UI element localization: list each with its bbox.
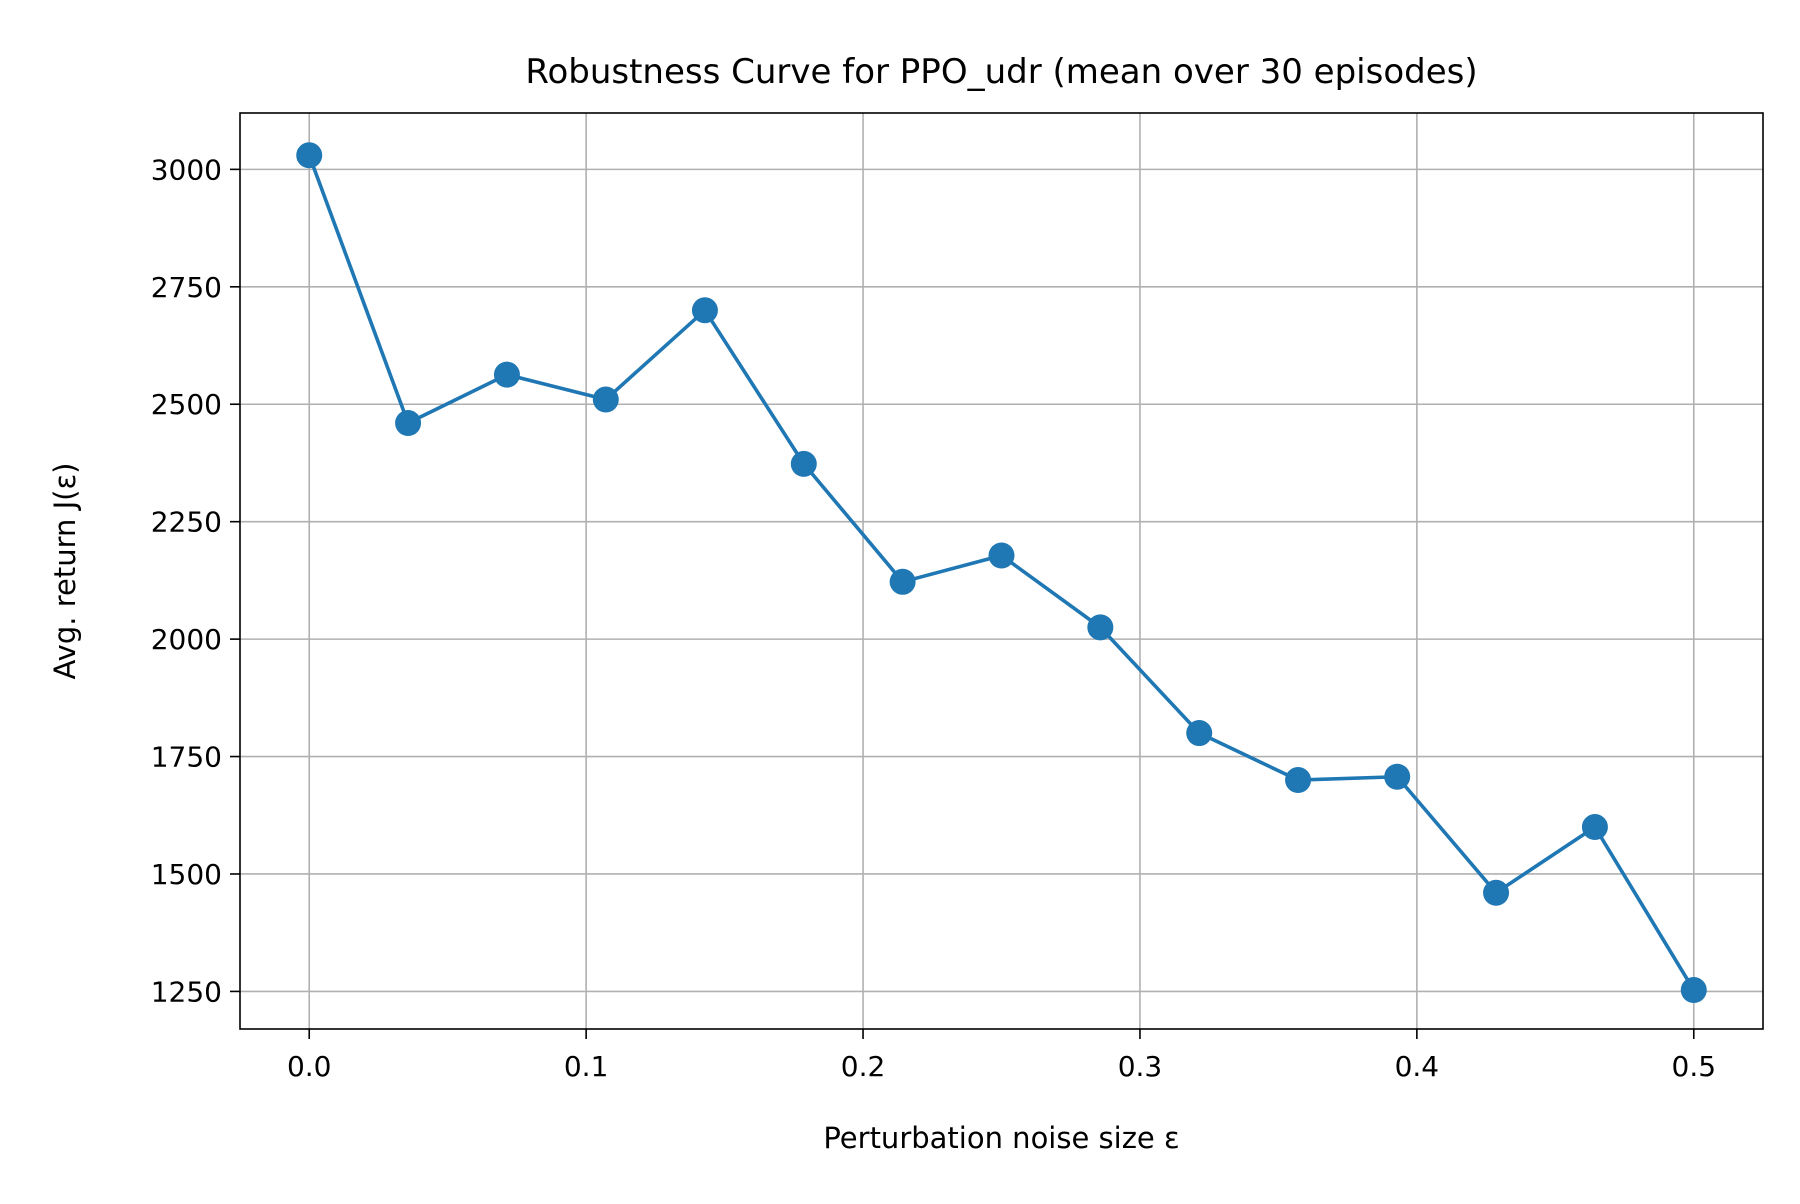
data-point — [493, 361, 520, 388]
series — [296, 142, 1707, 1004]
axis-ticks: 0.0 0.1 0.2 0.3 0.4 0.5 1250 1500 1750 2000 2250 25… — [151, 153, 1716, 1083]
x-tick-label: 0.2 — [841, 1050, 886, 1083]
data-point — [296, 142, 323, 169]
x-tick-label: 0.5 — [1672, 1050, 1717, 1083]
x-tick-label: 0.4 — [1395, 1050, 1440, 1083]
data-point — [1285, 767, 1312, 794]
y-tick-label: 1250 — [151, 975, 222, 1008]
data-point — [1581, 814, 1608, 841]
y-tick-label: 1500 — [151, 858, 222, 891]
y-tick-label: 2250 — [151, 506, 222, 539]
chart-title: Robustness Curve for PPO_udr (mean over … — [525, 52, 1477, 92]
data-point — [592, 386, 619, 413]
x-tick-label: 0.1 — [564, 1050, 609, 1083]
y-tick-label: 2750 — [151, 271, 222, 304]
data-point — [395, 410, 422, 437]
data-point — [790, 450, 817, 477]
grid — [240, 113, 1763, 1029]
data-point — [691, 297, 718, 324]
plot-frame — [239, 112, 1764, 1030]
data-point — [889, 568, 916, 595]
data-point — [1680, 977, 1707, 1004]
y-tick-label: 2000 — [151, 623, 222, 656]
x-axis-label: Perturbation noise size ε — [823, 1121, 1179, 1155]
data-point — [1186, 720, 1213, 747]
data-point — [1384, 763, 1411, 790]
x-tick-label: 0.3 — [1118, 1050, 1163, 1083]
data-point — [1087, 614, 1114, 641]
data-point — [988, 542, 1015, 569]
y-axis-label: Avg. return J(ε) — [48, 463, 82, 680]
y-tick-label: 3000 — [151, 153, 222, 186]
y-tick-label: 2500 — [151, 388, 222, 421]
x-tick-label: 0.0 — [287, 1050, 332, 1083]
y-tick-label: 1750 — [151, 741, 222, 774]
data-point — [1483, 879, 1510, 906]
